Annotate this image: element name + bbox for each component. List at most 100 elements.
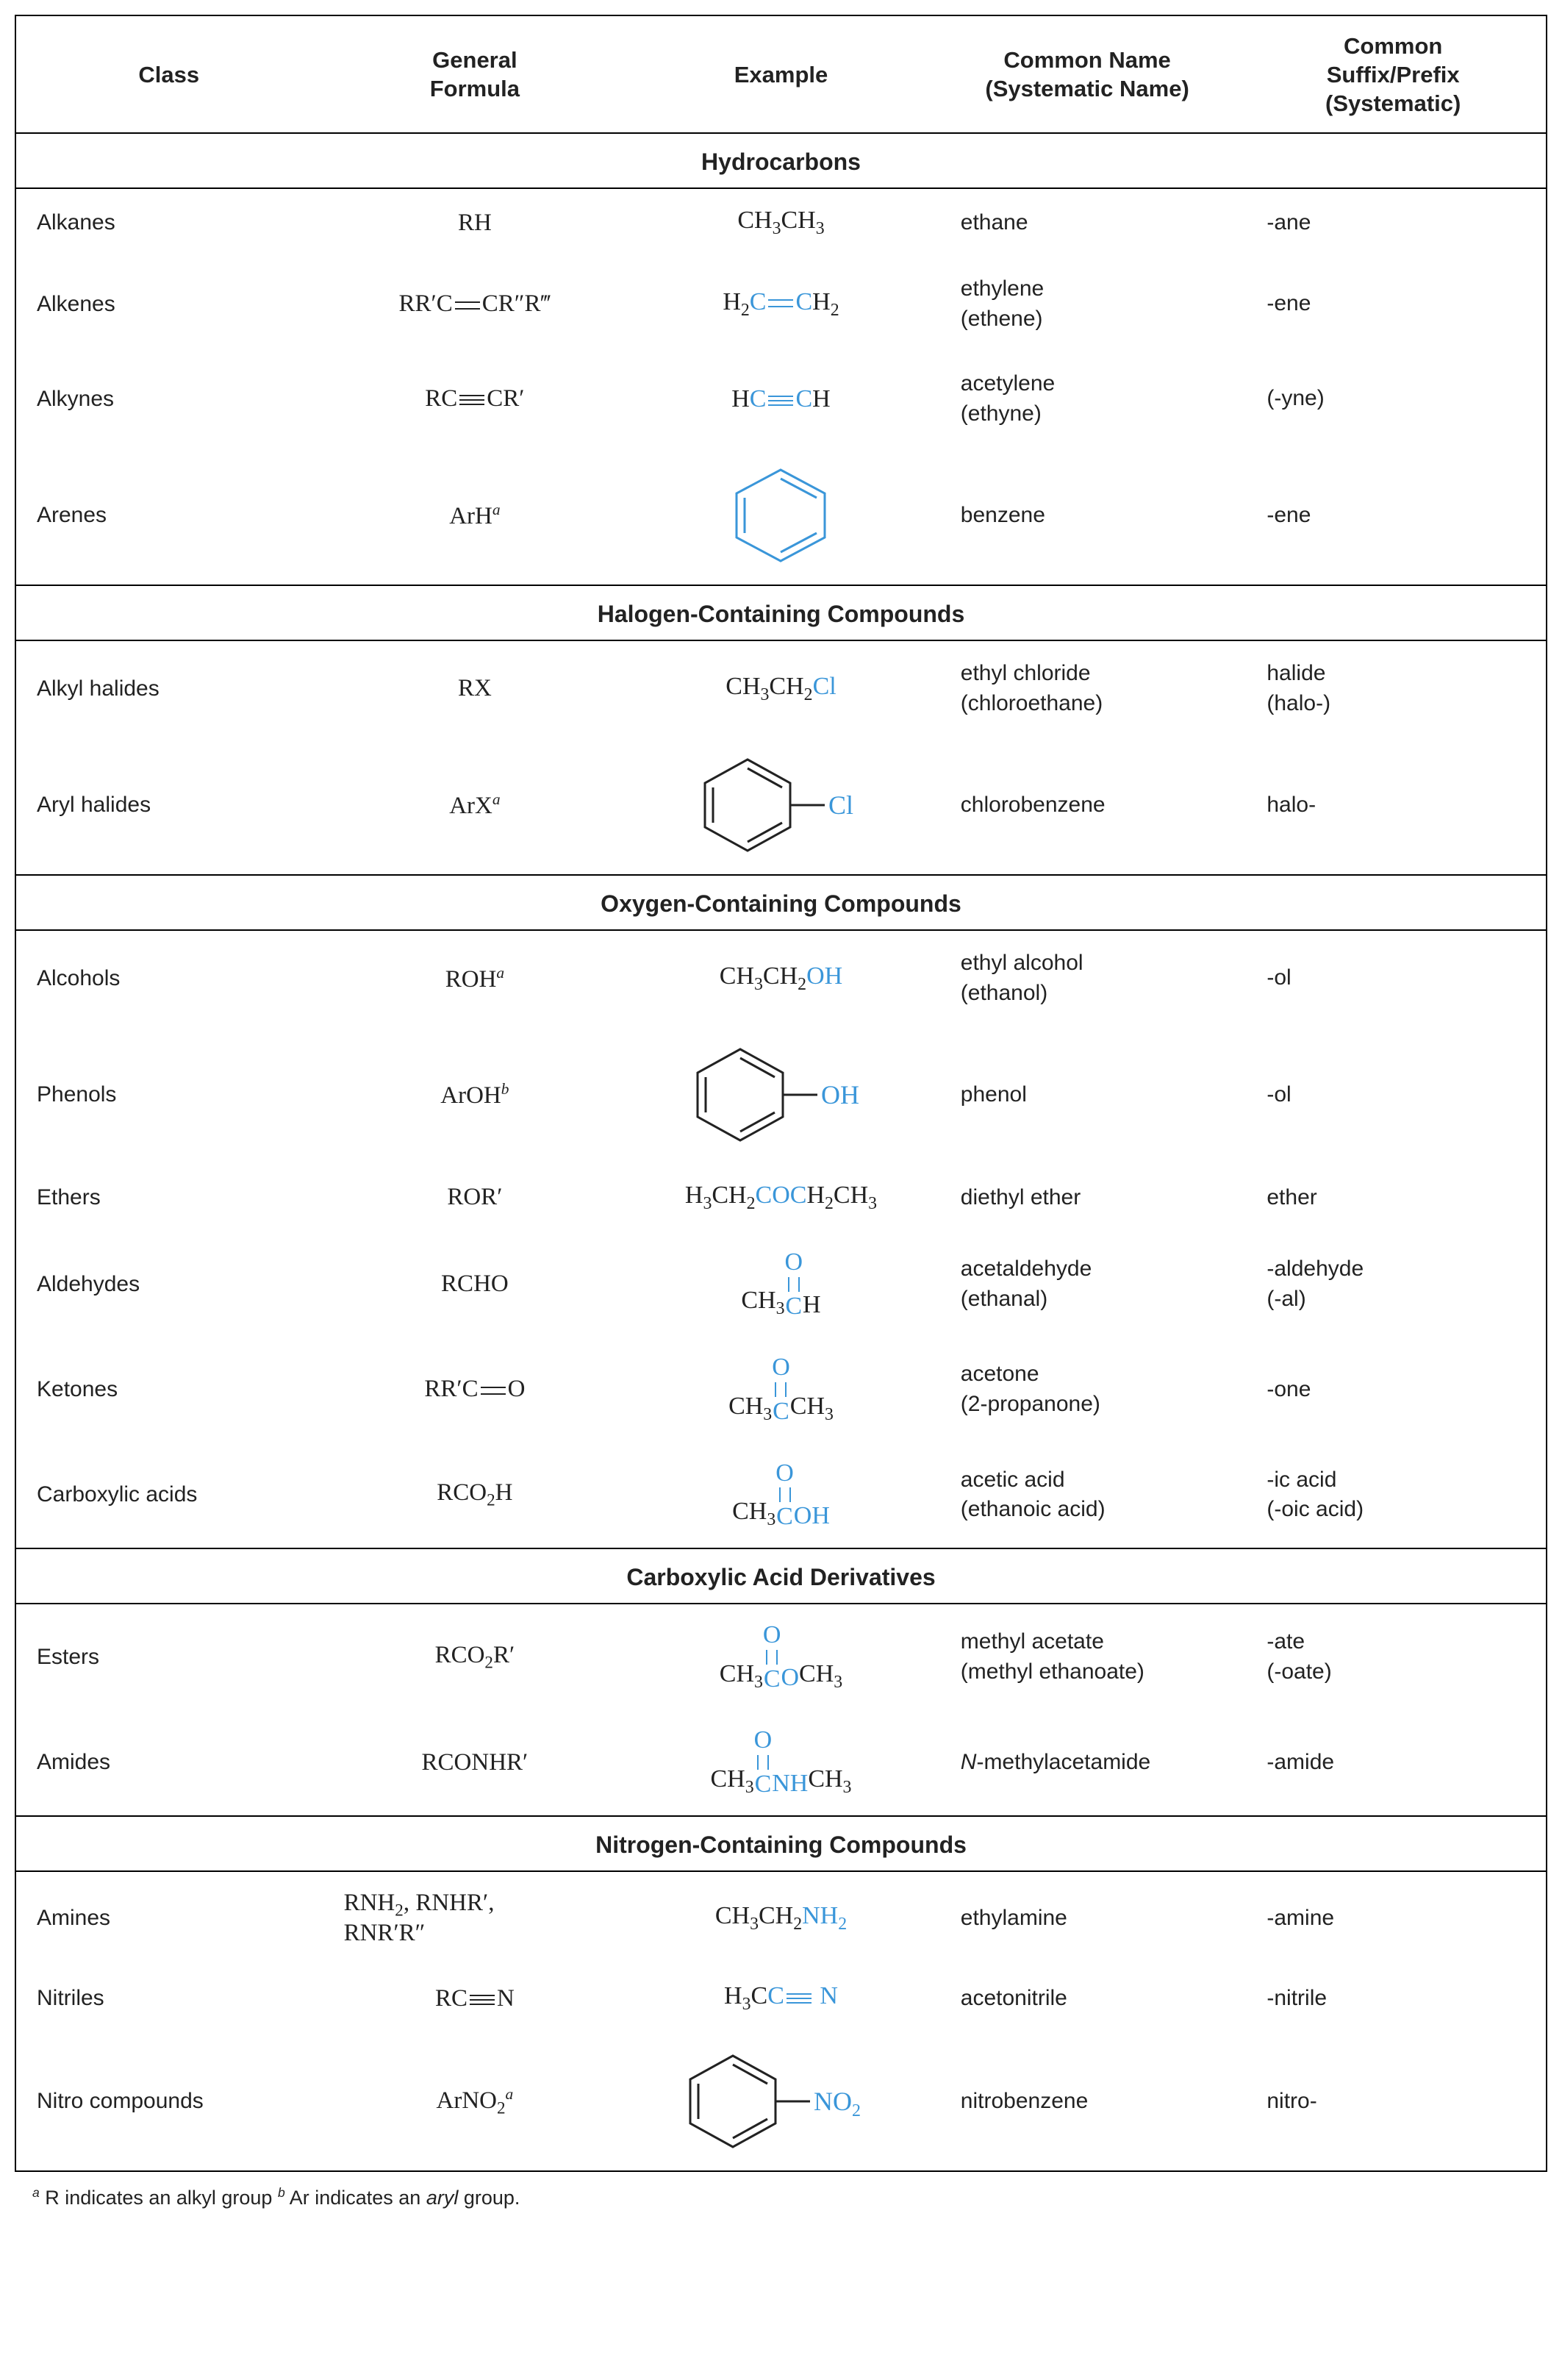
section-halogen: Halogen-Containing Compounds xyxy=(15,585,1547,640)
compound-name: methyl acetate(methyl ethanoate) xyxy=(934,1604,1241,1709)
example-formula: H2CCH2 xyxy=(628,257,934,351)
class-label: Aldehydes xyxy=(15,1232,322,1337)
col-formula: GeneralFormula xyxy=(322,15,628,133)
row-alkanes: Alkanes RH CH3CH3 ethane -ane xyxy=(15,188,1547,257)
compound-name: acetonitrile xyxy=(934,1965,1241,2032)
table-footnote: a R indicates an alkyl group b Ar indica… xyxy=(15,2172,1547,2224)
general-formula: RCN xyxy=(322,1965,628,2032)
class-label: Aryl halides xyxy=(15,736,322,875)
suffix: -amide xyxy=(1240,1709,1547,1815)
general-formula: RCONHR′ xyxy=(322,1709,628,1815)
compound-name: ethylamine xyxy=(934,1871,1241,1965)
example-formula: CH3CH2OH xyxy=(628,930,934,1026)
suffix: -ic acid(-oic acid) xyxy=(1240,1443,1547,1548)
col-example: Example xyxy=(628,15,934,133)
compound-name: chlorobenzene xyxy=(934,736,1241,875)
compound-name: nitrobenzene xyxy=(934,2032,1241,2171)
row-amines: Amines RNH2, RNHR′,RNR′R″ CH3CH2NH2 ethy… xyxy=(15,1871,1547,1965)
functional-group-table: Class GeneralFormula Example Common Name… xyxy=(15,15,1547,2172)
example-formula: H3CH2COCH2CH3 xyxy=(628,1164,934,1232)
general-formula: ROHa xyxy=(322,930,628,1026)
svg-text:OH: OH xyxy=(821,1080,859,1109)
row-ethers: Ethers ROR′ H3CH2COCH2CH3 diethyl ether … xyxy=(15,1164,1547,1232)
general-formula: RR′CCR″R‴ xyxy=(322,257,628,351)
compound-name: acetaldehyde(ethanal) xyxy=(934,1232,1241,1337)
class-label: Arenes xyxy=(15,446,322,585)
row-alcohols: Alcohols ROHa CH3CH2OH ethyl alcohol(eth… xyxy=(15,930,1547,1026)
phenol-icon: OH xyxy=(689,1043,873,1146)
row-aryl-halides: Aryl halides ArXa Cl chlorobenzene halo- xyxy=(15,736,1547,875)
row-amides: Amides RCONHR′ CH3OCNHCH3 N-methylacetam… xyxy=(15,1709,1547,1815)
benzene-icon xyxy=(726,464,836,567)
class-label: Alkynes xyxy=(15,351,322,446)
example-formula: CH3OCH xyxy=(628,1232,934,1337)
general-formula: RR′CO xyxy=(322,1337,628,1442)
example-formula: CH3OCNHCH3 xyxy=(628,1709,934,1815)
col-name: Common Name(Systematic Name) xyxy=(934,15,1241,133)
compound-name: phenol xyxy=(934,1026,1241,1164)
general-formula: ArNO2a xyxy=(322,2032,628,2171)
compound-name: ethylene(ethene) xyxy=(934,257,1241,351)
col-suffix: CommonSuffix/Prefix(Systematic) xyxy=(1240,15,1547,133)
svg-text:NO2: NO2 xyxy=(814,2087,861,2120)
example-formula: CH3OCOH xyxy=(628,1443,934,1548)
table-header: Class GeneralFormula Example Common Name… xyxy=(15,15,1547,133)
chlorobenzene-icon: Cl xyxy=(696,754,865,857)
svg-text:Cl: Cl xyxy=(828,790,853,820)
class-label: Alkenes xyxy=(15,257,322,351)
suffix: -ene xyxy=(1240,257,1547,351)
compound-name: ethyl chloride(chloroethane) xyxy=(934,640,1241,736)
example-structure: Cl xyxy=(628,736,934,875)
suffix: -ene xyxy=(1240,446,1547,585)
general-formula: ArHa xyxy=(322,446,628,585)
class-label: Carboxylic acids xyxy=(15,1443,322,1548)
compound-name: ethyl alcohol(ethanol) xyxy=(934,930,1241,1026)
compound-name: acetic acid(ethanoic acid) xyxy=(934,1443,1241,1548)
compound-name: acetone(2-propanone) xyxy=(934,1337,1241,1442)
general-formula: ArOHb xyxy=(322,1026,628,1164)
general-formula: RCO2H xyxy=(322,1443,628,1548)
row-alkynes: Alkynes RCCR′ HCCH acetylene(ethyne) (-y… xyxy=(15,351,1547,446)
class-label: Alkanes xyxy=(15,188,322,257)
row-esters: Esters RCO2R′ CH3OCOCH3 methyl acetate(m… xyxy=(15,1604,1547,1709)
class-label: Phenols xyxy=(15,1026,322,1164)
suffix: (-yne) xyxy=(1240,351,1547,446)
suffix: -ate(-oate) xyxy=(1240,1604,1547,1709)
class-label: Nitro compounds xyxy=(15,2032,322,2171)
suffix: -aldehyde(-al) xyxy=(1240,1232,1547,1337)
general-formula: RH xyxy=(322,188,628,257)
section-carbox-deriv: Carboxylic Acid Derivatives xyxy=(15,1548,1547,1604)
class-label: Ethers xyxy=(15,1164,322,1232)
general-formula: RCCR′ xyxy=(322,351,628,446)
compound-name: diethyl ether xyxy=(934,1164,1241,1232)
class-label: Amides xyxy=(15,1709,322,1815)
row-alkenes: Alkenes RR′CCR″R‴ H2CCH2 ethylene(ethene… xyxy=(15,257,1547,351)
suffix: -nitrile xyxy=(1240,1965,1547,2032)
general-formula: RX xyxy=(322,640,628,736)
row-ketones: Ketones RR′CO CH3OCCH3 acetone(2-propano… xyxy=(15,1337,1547,1442)
example-formula: CH3CH2Cl xyxy=(628,640,934,736)
nitrobenzene-icon: NO2 xyxy=(681,2050,880,2153)
example-formula: CH3CH3 xyxy=(628,188,934,257)
col-class: Class xyxy=(15,15,322,133)
example-structure xyxy=(628,446,934,585)
compound-name: benzene xyxy=(934,446,1241,585)
suffix: nitro- xyxy=(1240,2032,1547,2171)
general-formula: RCHO xyxy=(322,1232,628,1337)
class-label: Nitriles xyxy=(15,1965,322,2032)
row-arenes: Arenes ArHa benzene -ene xyxy=(15,446,1547,585)
example-formula: CH3OCCH3 xyxy=(628,1337,934,1442)
row-alkyl-halides: Alkyl halides RX CH3CH2Cl ethyl chloride… xyxy=(15,640,1547,736)
section-oxygen: Oxygen-Containing Compounds xyxy=(15,875,1547,930)
row-carboxylic-acids: Carboxylic acids RCO2H CH3OCOH acetic ac… xyxy=(15,1443,1547,1548)
general-formula: ArXa xyxy=(322,736,628,875)
class-label: Alkyl halides xyxy=(15,640,322,736)
row-phenols: Phenols ArOHb OH phenol -ol xyxy=(15,1026,1547,1164)
example-formula: CH3CH2NH2 xyxy=(628,1871,934,1965)
suffix: halide(halo-) xyxy=(1240,640,1547,736)
class-label: Esters xyxy=(15,1604,322,1709)
class-label: Amines xyxy=(15,1871,322,1965)
suffix: halo- xyxy=(1240,736,1547,875)
compound-name: acetylene(ethyne) xyxy=(934,351,1241,446)
suffix: -ol xyxy=(1240,1026,1547,1164)
